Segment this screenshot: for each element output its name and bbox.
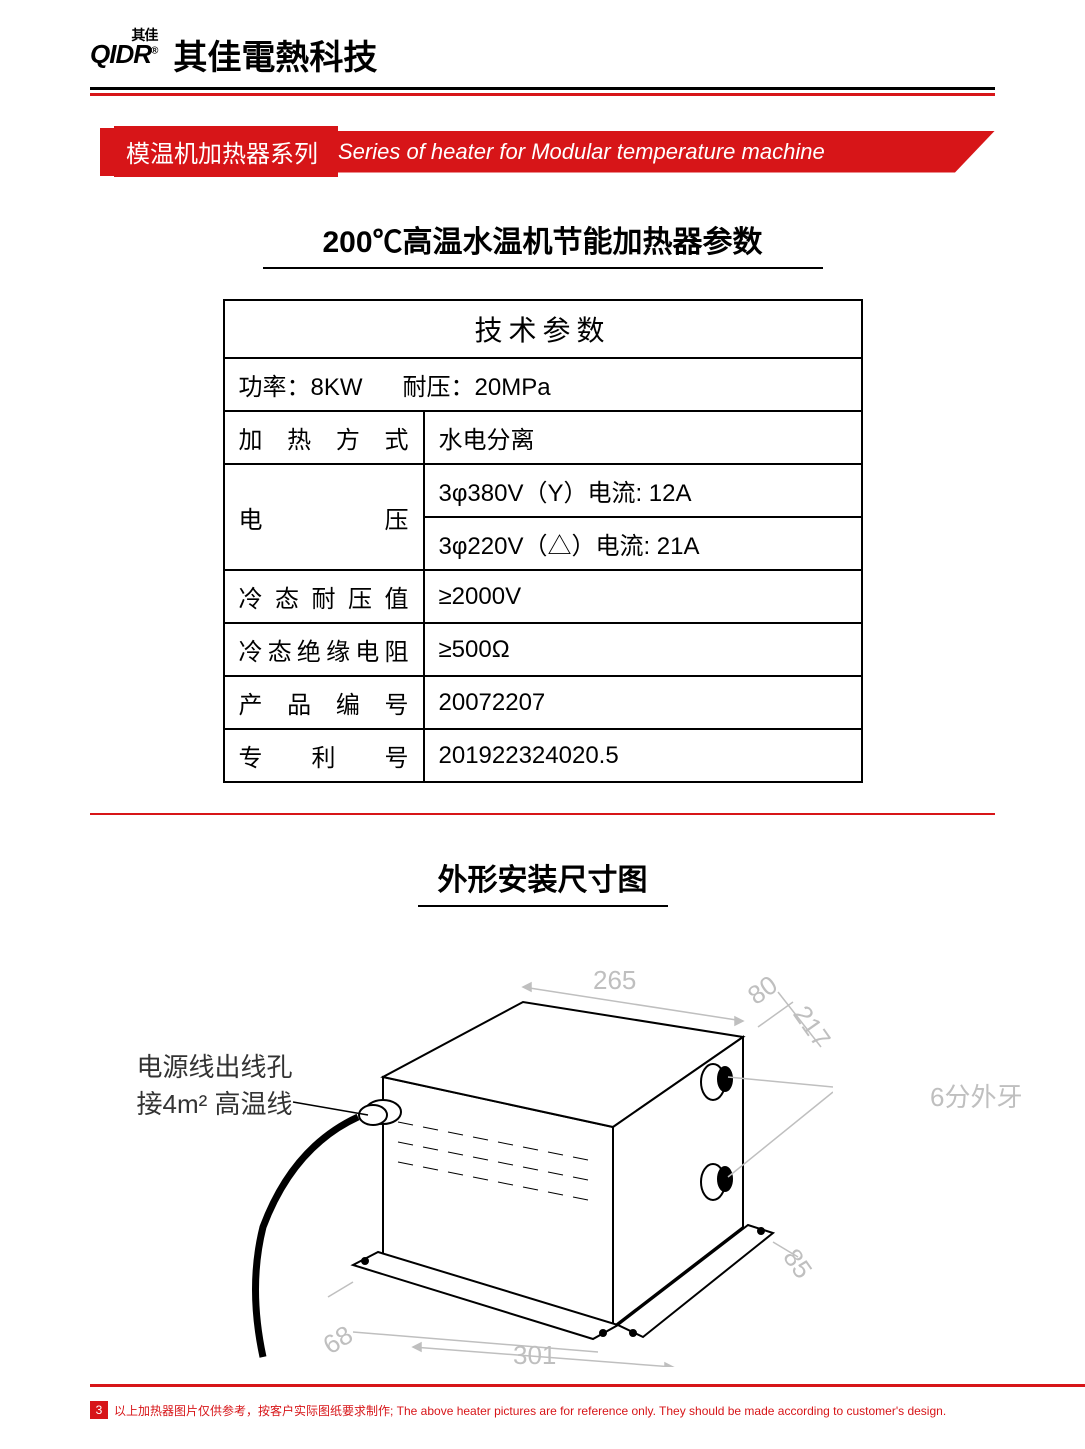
footer-red-bar — [90, 1384, 1085, 1387]
patent-value: 201922324020.5 — [424, 729, 862, 782]
insulation-value: ≥500Ω — [424, 623, 862, 676]
footer: 3 以上加热器图片仅供参考，按客户实际图纸要求制作; The above hea… — [90, 1384, 1085, 1419]
diagram-underline — [418, 905, 668, 907]
logo: 其佳 QIDR® — [90, 39, 157, 70]
main-title: 200℃高温水温机节能加热器参数 — [90, 217, 995, 267]
header-red-bar — [90, 93, 995, 96]
section-title-en: Series of heater for Modular temperature… — [338, 131, 995, 173]
pressure-label: 耐压： — [403, 374, 475, 401]
dim-top-r1: 80 — [741, 969, 782, 1010]
voltage-value-1: 3φ380V（Y）电流: 12A — [425, 465, 861, 518]
insulation-label: 冷态绝缘电阻 — [224, 623, 424, 676]
patent-label: 专 利 号 — [224, 729, 424, 782]
footer-row: 3 以上加热器图片仅供参考，按客户实际图纸要求制作; The above hea… — [90, 1401, 1085, 1419]
diagram-title: 外形安装尺寸图 — [90, 855, 995, 899]
table-row: 冷态绝缘电阻 ≥500Ω — [224, 623, 862, 676]
table-row: 功率：8KW 耐压：20MPa — [224, 358, 862, 411]
product-label: 产 品 编 号 — [224, 676, 424, 729]
diagram-container: 电源线出线孔 接4m² 高温线 6分外牙 — [93, 947, 993, 1367]
cold-pressure-label: 冷 态 耐 压 值 — [224, 570, 424, 623]
label-thread: 6分外牙 — [930, 1077, 1022, 1114]
device-diagram: 265 80 217 68 301 85 — [233, 947, 833, 1367]
section-accent — [100, 128, 114, 176]
heating-label: 加 热 方 式 — [224, 411, 424, 464]
page-number: 3 — [90, 1401, 108, 1419]
company-name: 其佳電熱科技 — [173, 30, 377, 79]
power-label: 功率： — [239, 374, 311, 401]
table-row: 冷 态 耐 压 值 ≥2000V — [224, 570, 862, 623]
heating-value: 水电分离 — [424, 411, 862, 464]
footer-text: 以上加热器图片仅供参考，按客户实际图纸要求制作; The above heate… — [114, 1402, 946, 1419]
cold-pressure-value: ≥2000V — [424, 570, 862, 623]
table-header-row: 技术参数 — [224, 300, 862, 358]
voltage-label: 电 压 — [224, 464, 424, 570]
dim-bl: 68 — [317, 1319, 357, 1360]
table-header: 技术参数 — [224, 300, 862, 358]
section-header: 模温机加热器系列 Series of heater for Modular te… — [100, 126, 995, 177]
title-underline — [263, 267, 823, 269]
table-row: 加 热 方 式 水电分离 — [224, 411, 862, 464]
logo-cn: 其佳 — [131, 25, 157, 45]
voltage-values: 3φ380V（Y）电流: 12A 3φ220V（△）电流: 21A — [424, 464, 862, 570]
section-title-cn: 模温机加热器系列 — [114, 126, 338, 177]
dim-top-r2: 217 — [787, 1000, 833, 1053]
product-value: 20072207 — [424, 676, 862, 729]
table-row: 专 利 号 201922324020.5 — [224, 729, 862, 782]
dim-top: 265 — [593, 965, 636, 995]
header-black-bar — [90, 87, 995, 90]
voltage-value-2: 3φ220V（△）电流: 21A — [425, 518, 861, 569]
power-value: 8KW — [311, 374, 363, 401]
pressure-value: 20MPa — [475, 374, 551, 401]
table-row: 电 压 3φ380V（Y）电流: 12A 3φ220V（△）电流: 21A — [224, 464, 862, 570]
dim-bottom: 301 — [513, 1340, 556, 1367]
params-table: 技术参数 功率：8KW 耐压：20MPa 加 热 方 式 水电分离 电 压 3φ… — [223, 299, 863, 783]
red-divider — [90, 813, 995, 815]
power-row: 功率：8KW 耐压：20MPa — [224, 358, 862, 411]
table-row: 产 品 编 号 20072207 — [224, 676, 862, 729]
header: 其佳 QIDR® 其佳電熱科技 — [90, 30, 995, 87]
page: 其佳 QIDR® 其佳電熱科技 模温机加热器系列 Series of heate… — [0, 0, 1085, 1449]
